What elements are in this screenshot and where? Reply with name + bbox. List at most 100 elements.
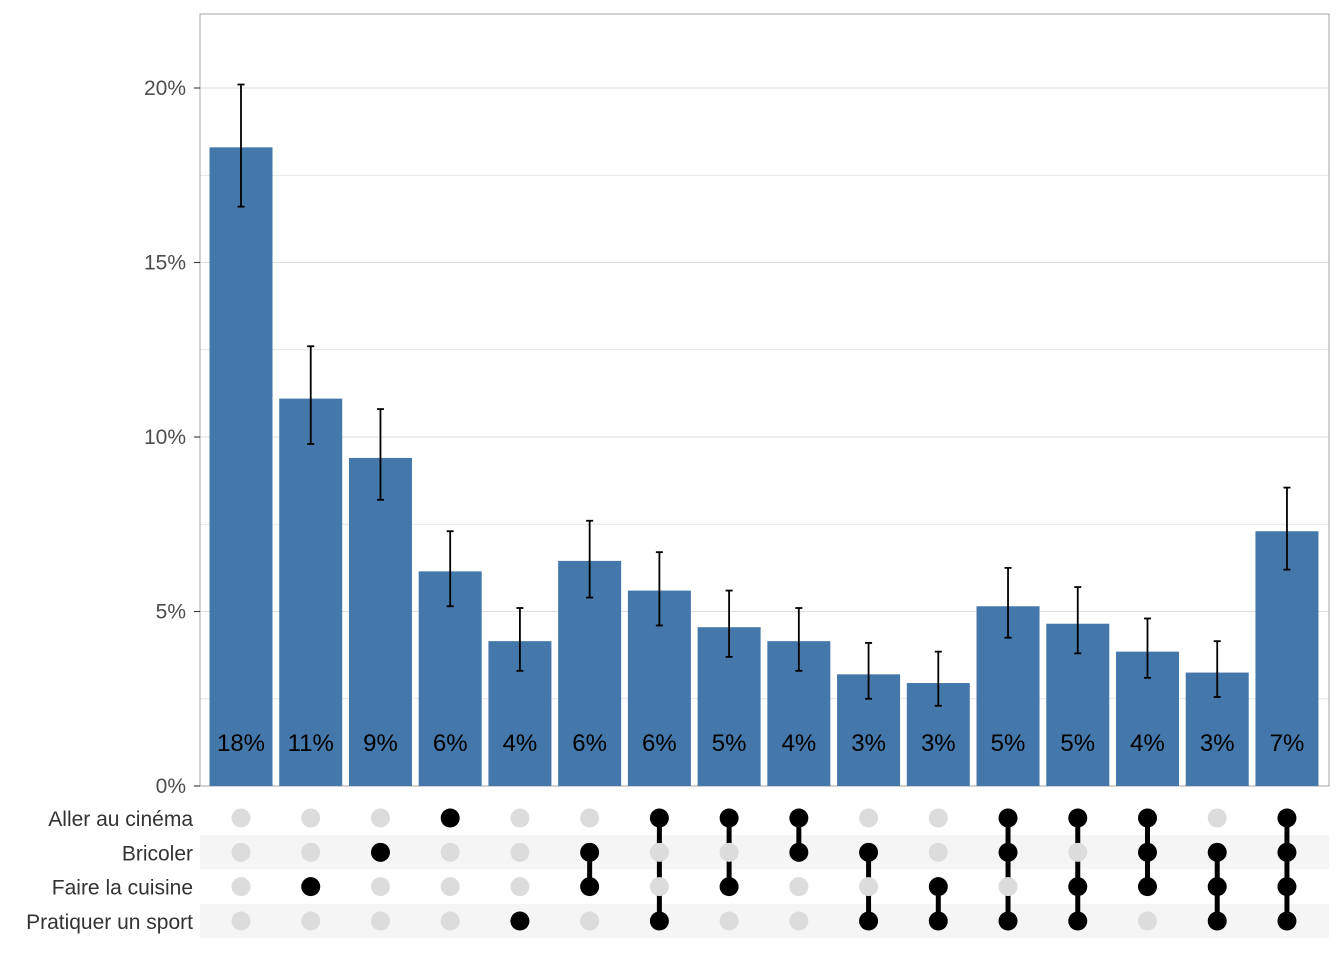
matrix-dot-active [998,808,1018,828]
matrix-dot-active [859,911,879,931]
bar-value-label: 5% [1060,730,1095,757]
matrix-stripe [200,835,1329,870]
set-label: Aller au cinéma [48,808,193,831]
bar-value-label: 4% [1130,730,1165,757]
matrix-dot-active [1207,877,1227,897]
matrix-dot-active [1068,911,1088,931]
y-tick-label: 10% [144,426,186,449]
matrix-dot-active [998,911,1018,931]
set-label: Pratiquer un sport [26,911,193,934]
matrix-dot-active [928,911,948,931]
matrix-dot-active [1137,808,1157,828]
matrix-dot-active [1277,877,1297,897]
bar-value-label: 7% [1270,730,1305,757]
bar-value-label: 5% [712,730,747,757]
matrix-dot-active [859,842,879,862]
bar-value-label: 3% [921,730,956,757]
set-label: Bricoler [122,842,193,865]
matrix-dot-inactive [928,808,948,828]
matrix-dot-active [649,911,669,931]
matrix-dot-inactive [370,911,390,931]
matrix-dot-inactive [580,808,600,828]
matrix-dot-active [719,877,739,897]
bar-value-label: 6% [572,730,607,757]
bar-value-label: 6% [642,730,677,757]
bar-value-label: 9% [363,730,398,757]
set-label: Faire la cuisine [52,877,193,900]
matrix-dot-inactive [580,911,600,931]
bar [348,457,412,786]
matrix-stripe [200,903,1329,939]
matrix-dot-active [998,842,1018,862]
matrix-dot-active [510,911,530,931]
matrix-dot-inactive [440,877,460,897]
matrix-dot-active [1207,842,1227,862]
bar-value-label: 6% [433,730,468,757]
bar [279,398,343,786]
matrix-dot-inactive [719,911,739,931]
matrix-dot-active [580,842,600,862]
matrix-dot-active [1137,842,1157,862]
intersection-matrix [231,808,1297,931]
matrix-dot-inactive [510,808,530,828]
matrix-dot-active [1277,842,1297,862]
matrix-dot-active [1277,911,1297,931]
set-labels: Aller au cinéma Bricoler Faire la cuisine P… [26,808,193,934]
matrix-dot-inactive [789,877,809,897]
matrix-dot-inactive [649,877,669,897]
matrix-dot-active [1207,911,1227,931]
matrix-dot-inactive [510,842,530,862]
bar-value-label: 5% [991,730,1026,757]
plot-panel-border [199,13,1330,787]
bar-value-label: 18% [217,730,265,757]
matrix-dot-inactive [231,842,251,862]
matrix-dot-active [580,877,600,897]
matrix-dot-active [1068,808,1088,828]
matrix-dot-active [928,877,948,897]
matrix-dot-active [370,842,390,862]
matrix-dot-inactive [1207,808,1227,828]
matrix-dot-active [301,877,321,897]
matrix-dot-inactive [649,842,669,862]
error-bars [237,83,1291,707]
matrix-dot-inactive [301,842,321,862]
matrix-dot-inactive [510,877,530,897]
matrix-dot-inactive [859,877,879,897]
matrix-dot-active [1137,877,1157,897]
matrix-dot-inactive [370,808,390,828]
y-tick-label: 15% [144,252,186,275]
bar-value-label: 3% [1200,730,1235,757]
matrix-dot-inactive [231,877,251,897]
matrix-dot-inactive [859,808,879,828]
bar-value-label: 4% [781,730,816,757]
y-tick-label: 0% [156,775,186,798]
matrix-dot-inactive [370,877,390,897]
y-tick-label: 20% [144,77,186,100]
matrix-dot-active [1068,877,1088,897]
matrix-dot-active [440,808,460,828]
matrix-dot-active [719,808,739,828]
y-tick-label: 5% [156,601,186,624]
matrix-dot-active [649,808,669,828]
bar-value-label: 4% [503,730,538,757]
bar-value-label: 3% [851,730,886,757]
matrix-dot-active [789,808,809,828]
matrix-dot-inactive [231,808,251,828]
matrix-dot-inactive [928,842,948,862]
matrix-dot-inactive [301,808,321,828]
matrix-dot-inactive [301,911,321,931]
y-axis: 0% 5% 10% 15% 20% [144,77,200,798]
bar-labels: 18% 11% 9% 6% 4% 6% 6% 5% 4% 3% 3% 5% 5% 4% 3% 7% [217,730,1304,757]
matrix-dot-inactive [998,877,1018,897]
matrix-dot-inactive [789,911,809,931]
bar [209,147,273,786]
bars [209,147,1319,786]
matrix-dot-inactive [1068,842,1088,862]
matrix-dot-active [789,842,809,862]
matrix-dot-inactive [1137,911,1157,931]
matrix-dot-active [1277,808,1297,828]
bar-value-label: 11% [288,730,334,757]
matrix-stripes [200,835,1329,939]
matrix-dot-inactive [440,842,460,862]
